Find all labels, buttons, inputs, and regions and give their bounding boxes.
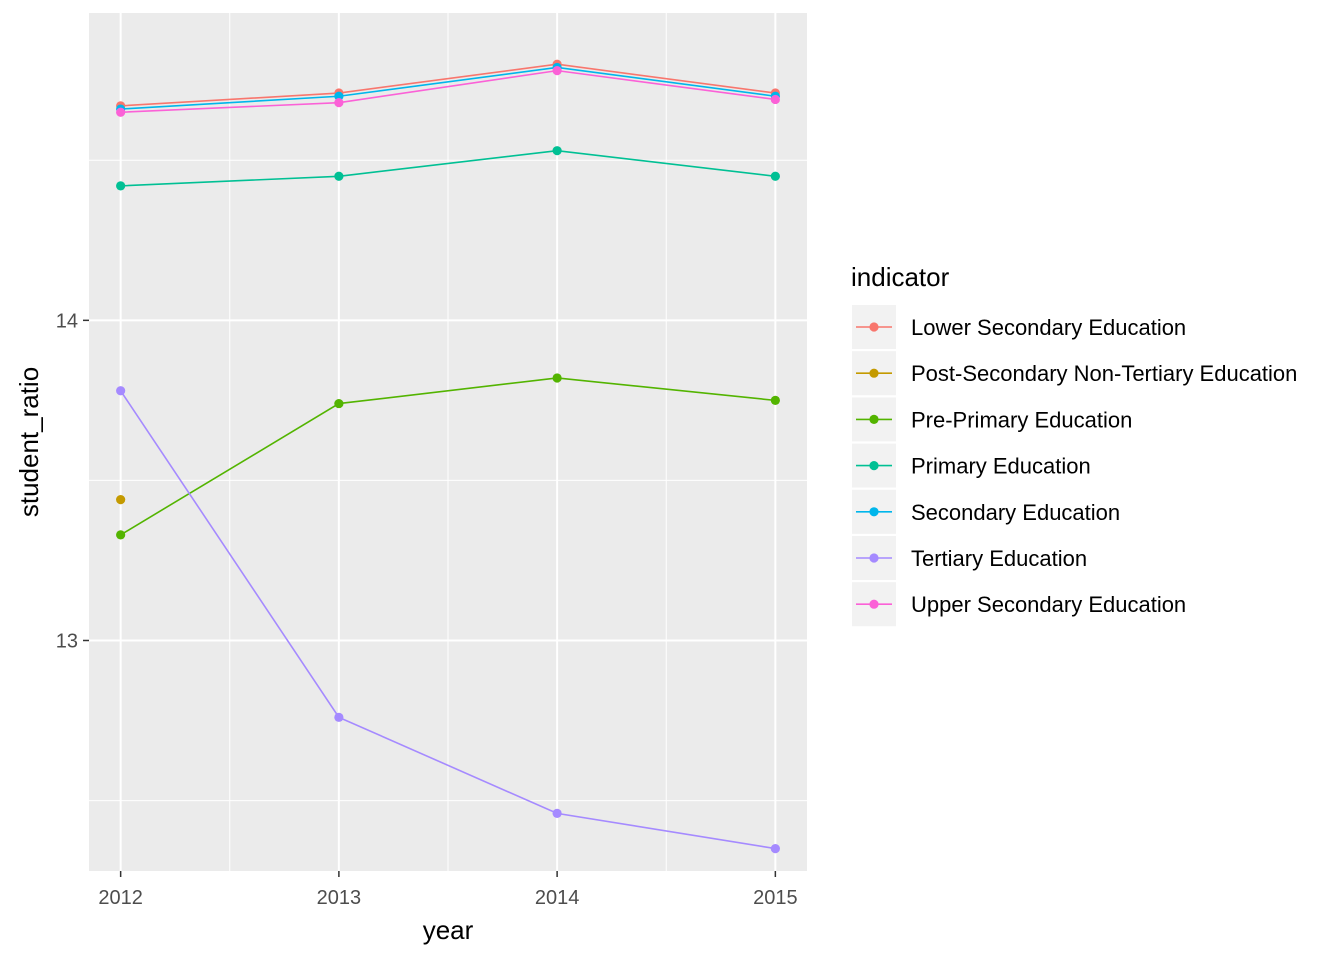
- legend-label: Secondary Education: [911, 500, 1120, 525]
- data-point-primary-education: [552, 146, 562, 156]
- series-line-lower-secondary-education: [120, 63, 776, 107]
- legend-item-tertiary-education: Tertiary Education: [852, 536, 1087, 580]
- data-point-primary-education: [334, 171, 344, 181]
- data-point-pre-primary-education: [770, 395, 780, 405]
- x-axis-title: year: [423, 915, 474, 945]
- series-line-upper-secondary-education: [120, 69, 776, 114]
- legend-title: indicator: [851, 262, 950, 292]
- data-point-pre-primary-education: [334, 398, 344, 409]
- series-points: [116, 59, 780, 854]
- data-point-pre-primary-education: [116, 530, 126, 540]
- series-line-primary-education: [120, 149, 776, 187]
- legend-item-upper-secondary-education: Upper Secondary Education: [852, 582, 1186, 627]
- legend-key-point: [869, 414, 879, 424]
- y-axis: 13 14: [56, 310, 89, 652]
- legend-label: Lower Secondary Education: [911, 315, 1186, 340]
- x-tick-label: 2012: [98, 887, 143, 909]
- legend-item-post-secondary-non-tertiary-education: Post-Secondary Non-Tertiary Education: [852, 351, 1297, 396]
- data-point-upper-secondary-education: [334, 98, 344, 108]
- legend-label: Tertiary Education: [911, 546, 1087, 571]
- data-point-upper-secondary-education: [770, 94, 780, 105]
- x-tick-label: 2013: [317, 887, 362, 909]
- legend-label: Primary Education: [911, 454, 1091, 479]
- legend-key-point: [869, 322, 879, 332]
- legend: indicator Lower Secondary Education Post-…: [851, 262, 1297, 627]
- legend-item-pre-primary-education: Pre-Primary Education: [852, 397, 1132, 442]
- data-point-tertiary-education: [334, 712, 344, 722]
- y-tick-label: 14: [56, 310, 78, 332]
- data-point-secondary-education: [334, 91, 344, 101]
- data-point-tertiary-education: [770, 843, 780, 854]
- data-point-tertiary-education: [552, 808, 562, 818]
- series-lines: [119, 63, 776, 850]
- series-line-pre-primary-education: [120, 377, 776, 536]
- data-point-primary-education: [770, 171, 780, 181]
- legend-key-point: [869, 461, 879, 471]
- y-tick-label: 13: [56, 630, 78, 652]
- legend-key-point: [869, 507, 879, 517]
- x-axis: 2012 2013 2014 2015: [98, 871, 798, 909]
- legend-label: Upper Secondary Education: [911, 592, 1186, 617]
- legend-items: Lower Secondary Education Post-Secondary …: [852, 305, 1297, 627]
- data-point-upper-secondary-education: [552, 66, 562, 76]
- major-gridlines: [89, 13, 807, 871]
- data-point-tertiary-education: [116, 386, 126, 396]
- legend-key-point: [869, 599, 879, 609]
- series-line-tertiary-education: [119, 390, 776, 850]
- x-tick-label: 2014: [535, 887, 580, 909]
- y-axis-title: student_ratio: [14, 367, 44, 517]
- data-point-primary-education: [116, 181, 126, 191]
- series-line-secondary-education: [120, 66, 776, 110]
- legend-item-lower-secondary-education: Lower Secondary Education: [852, 305, 1186, 349]
- legend-label: Post-Secondary Non-Tertiary Education: [911, 361, 1297, 386]
- minor-gridlines: [89, 13, 807, 871]
- x-tick-label: 2015: [753, 887, 798, 909]
- data-point-upper-secondary-education: [116, 107, 126, 117]
- legend-key-point: [869, 553, 879, 563]
- legend-item-primary-education: Primary Education: [852, 443, 1091, 488]
- legend-item-secondary-education: Secondary Education: [852, 489, 1120, 534]
- data-point-pre-primary-education: [552, 373, 562, 383]
- legend-label: Pre-Primary Education: [911, 407, 1132, 432]
- data-point-post-secondary-non-tertiary-education: [116, 495, 126, 505]
- legend-key-point: [869, 368, 879, 378]
